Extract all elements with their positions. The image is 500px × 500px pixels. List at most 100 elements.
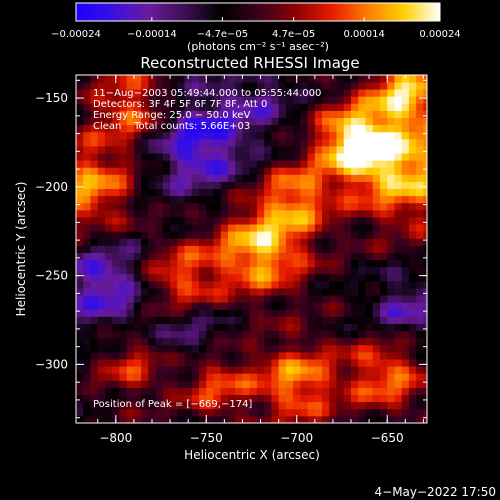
heatmap-cell: [387, 394, 395, 403]
heatmap-cell: [416, 408, 424, 417]
heatmap-cell: [112, 89, 120, 97]
heatmap-cell: [155, 295, 164, 303]
heatmap-cell: [365, 295, 374, 303]
heatmap-cell: [119, 146, 128, 154]
heatmap-cell: [372, 366, 381, 374]
heatmap-cell: [379, 110, 388, 119]
heatmap-cell: [351, 344, 359, 353]
heatmap-cell: [76, 174, 84, 182]
heatmap-cell: [227, 174, 236, 182]
heatmap-cell: [271, 394, 280, 403]
heatmap-cell: [242, 202, 251, 211]
heatmap-cell: [387, 75, 395, 83]
heatmap-cell: [322, 231, 330, 239]
heatmap-cell: [271, 174, 280, 182]
heatmap-cell: [365, 160, 374, 168]
heatmap-cell: [358, 153, 366, 161]
heatmap-cell: [119, 96, 128, 104]
heatmap-cell: [97, 238, 106, 246]
heatmap-cell: [155, 131, 164, 140]
heatmap-cell: [220, 309, 229, 317]
heatmap-cell: [423, 273, 428, 282]
heatmap-cell: [314, 202, 323, 211]
heatmap-cell: [401, 344, 410, 353]
heatmap-cell: [199, 288, 207, 296]
heatmap-cell: [112, 330, 120, 339]
heatmap-cell: [343, 238, 352, 246]
heatmap-cell: [423, 124, 428, 133]
heatmap-cell: [358, 280, 366, 289]
heatmap-cell: [133, 96, 142, 104]
y-tick-label: −300: [35, 357, 68, 371]
heatmap-cell: [170, 110, 178, 119]
colorbar-gradient: [75, 2, 441, 22]
heatmap-cell: [112, 209, 120, 218]
heatmap-cell: [278, 224, 287, 232]
heatmap-cell: [322, 330, 330, 339]
heatmap-cell: [264, 167, 272, 175]
heatmap-cell: [155, 323, 164, 332]
heatmap-cell: [184, 366, 193, 374]
heatmap-cell: [401, 280, 410, 289]
heatmap-cell: [285, 224, 294, 232]
heatmap-cell: [249, 373, 258, 381]
heatmap-cell: [351, 380, 359, 388]
heatmap-cell: [314, 337, 323, 346]
heatmap-cell: [235, 288, 243, 296]
heatmap-cell: [148, 302, 157, 310]
heatmap-cell: [379, 124, 388, 133]
heatmap-cell: [155, 160, 164, 168]
heatmap-cell: [83, 408, 91, 417]
heatmap-cell: [271, 252, 280, 261]
heatmap-cell: [112, 401, 120, 410]
heatmap-cell: [343, 351, 352, 360]
heatmap-cell: [206, 131, 214, 140]
heatmap-cell: [314, 174, 323, 182]
heatmap-cell: [242, 131, 251, 140]
heatmap-cell: [271, 153, 280, 161]
heatmap-cell: [300, 238, 308, 246]
heatmap-cell: [162, 380, 171, 388]
heatmap-cell: [336, 259, 345, 268]
heatmap-cell: [76, 138, 84, 147]
heatmap-cell: [227, 344, 236, 353]
heatmap-cell: [322, 259, 330, 268]
heatmap-cell: [416, 330, 424, 339]
heatmap-cell: [423, 359, 428, 367]
heatmap-cell: [394, 380, 403, 388]
heatmap-cell: [104, 359, 113, 367]
heatmap-cell: [155, 280, 164, 289]
heatmap-cell: [148, 209, 157, 218]
heatmap-cell: [379, 415, 388, 424]
heatmap-cell: [170, 188, 178, 197]
heatmap-cell: [220, 351, 229, 360]
heatmap-cell: [104, 117, 113, 126]
heatmap-cell: [307, 415, 316, 424]
heatmap-cell: [408, 131, 417, 140]
heatmap-cell: [242, 259, 251, 268]
heatmap-cell: [184, 89, 193, 97]
heatmap-cell: [408, 309, 417, 317]
heatmap-cell: [83, 188, 91, 197]
heatmap-cell: [133, 245, 142, 253]
heatmap-cell: [133, 280, 142, 289]
heatmap-cell: [408, 280, 417, 289]
heatmap-cell: [387, 160, 395, 168]
heatmap-cell: [112, 394, 120, 403]
heatmap-cell: [365, 359, 374, 367]
heatmap-cell: [83, 160, 91, 168]
heatmap-cell: [336, 89, 345, 97]
heatmap-cell: [133, 316, 142, 324]
heatmap-cell: [235, 351, 243, 360]
heatmap-cell: [416, 231, 424, 239]
heatmap-cell: [408, 344, 417, 353]
heatmap-cell: [372, 323, 381, 332]
heatmap-cell: [249, 117, 258, 126]
heatmap-cell: [379, 131, 388, 140]
heatmap-cell: [351, 366, 359, 374]
heatmap-cell: [264, 224, 272, 232]
heatmap-cell: [300, 153, 308, 161]
heatmap-cell: [76, 351, 84, 360]
heatmap-cell: [387, 323, 395, 332]
heatmap-cell: [336, 209, 345, 218]
